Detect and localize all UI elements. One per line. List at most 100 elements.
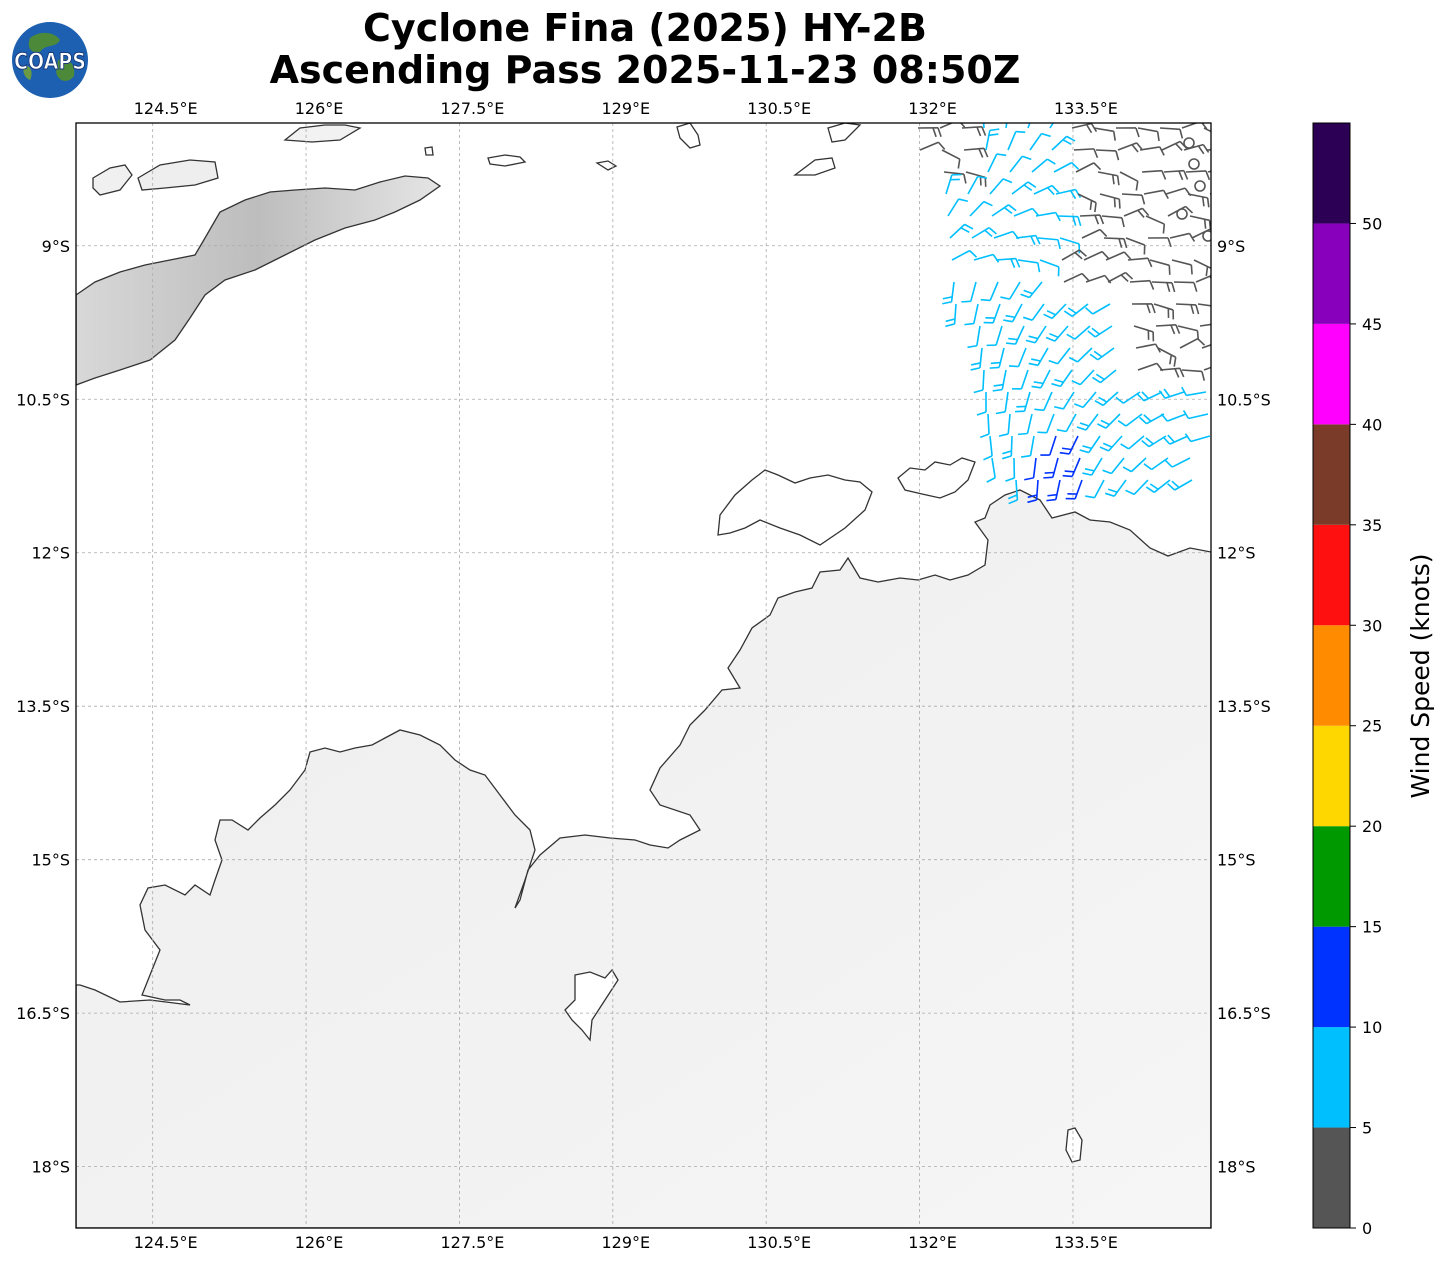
lon-tick-label-bottom: 124.5°E [134, 1233, 198, 1252]
wind-barb [1056, 413, 1077, 433]
wind-barb [1181, 369, 1206, 381]
wind-barb [1162, 434, 1189, 445]
wind-barb [1151, 281, 1176, 293]
island-gulf [564, 968, 619, 1042]
wind-barb [942, 281, 955, 305]
island-north-3 [595, 160, 618, 171]
wind-barb [1181, 123, 1208, 130]
wind-barb [1143, 457, 1169, 471]
wind-barb [1008, 347, 1027, 368]
wind-barb [1071, 369, 1095, 386]
wind-barb [973, 253, 1000, 263]
wind-barb [989, 347, 1005, 369]
lon-tick-label-top: 132°E [908, 99, 957, 118]
wind-barb [939, 123, 966, 129]
wind-barb [1027, 479, 1039, 504]
lon-tick-label-top: 133.5°E [1054, 99, 1118, 118]
wind-barb [1057, 215, 1082, 227]
wind-barb [1158, 388, 1185, 399]
colorbar-bin [1313, 323, 1350, 425]
wind-barb [989, 178, 1013, 195]
wind-barb [1085, 479, 1105, 499]
wind-barb [1037, 413, 1055, 434]
wind-barb [1199, 322, 1211, 327]
wind-barb [1005, 457, 1016, 482]
wind-barb [1071, 123, 1098, 134]
wind-barb [1031, 369, 1051, 389]
wind-barb [961, 126, 987, 137]
wind-barb [945, 303, 957, 328]
logo-text: COAPS [14, 50, 86, 75]
wind-barb [1025, 325, 1047, 344]
wind-barb [1121, 193, 1146, 205]
wind-barbs [917, 123, 1211, 505]
wind-barb [1209, 188, 1211, 195]
wind-barb [941, 149, 961, 169]
gridlines [76, 123, 1211, 1228]
tick-labels: 124.5°E 124.5°E 126°E 126°E 127.5°E 127.5°E 12… [16, 99, 1271, 1252]
lon-tick-label-bottom: 132°E [908, 1233, 957, 1252]
timor-island [76, 175, 442, 386]
wind-barb [1024, 457, 1037, 481]
wind-barb [943, 171, 967, 184]
title-line-2: Ascending Pass 2025-11-23 08:50Z [269, 48, 1021, 92]
wind-barb [1197, 303, 1211, 308]
lat-tick-label-right: 9°S [1217, 237, 1245, 256]
lat-tick-label-right: 18°S [1217, 1158, 1256, 1177]
wind-barb [987, 153, 1007, 173]
wind-barb [971, 227, 997, 239]
island-north-5 [793, 157, 836, 176]
coaps-logo: COAPS [12, 22, 88, 98]
wind-barb [983, 303, 1001, 324]
wind-barb [1011, 369, 1029, 390]
lat-tick-label-right: 13.5°S [1217, 697, 1271, 716]
wind-barb [1099, 435, 1123, 452]
wind-barb [1183, 143, 1210, 155]
wind-barb [1020, 281, 1043, 299]
wind-barb [967, 175, 988, 195]
wind-barb [1155, 324, 1181, 335]
wind-barb [1033, 184, 1060, 196]
wind-barb [1040, 435, 1057, 456]
wind-barb [1145, 215, 1166, 234]
wind-barb [991, 204, 1017, 217]
wind-barb [1043, 457, 1059, 479]
lat-tick-label-right: 10.5°S [1217, 390, 1271, 409]
wind-barb [1171, 259, 1193, 275]
colorbar-tick-label: 20 [1362, 817, 1382, 836]
wind-barb [1115, 127, 1140, 138]
wind-barb [1102, 457, 1125, 475]
wind-barb [1049, 123, 1062, 129]
wind-barb [1119, 171, 1139, 191]
wind-barb [1125, 479, 1149, 496]
wind-barb [1123, 207, 1150, 218]
wind-barb [1000, 281, 1021, 300]
island-north-4 [676, 123, 701, 149]
calm-wind-marker [1176, 208, 1188, 220]
wetar-island [137, 159, 219, 191]
wind-barb [967, 325, 981, 349]
island-north-7 [424, 146, 434, 156]
wind-barb [1143, 189, 1169, 200]
lat-tick-label-left: 12°S [31, 544, 70, 563]
title-line-1: Cyclone Fina (2025) HY-2B [363, 6, 927, 50]
wind-barb [985, 128, 1000, 151]
wind-barb [1045, 325, 1069, 342]
lat-tick-label-right: 12°S [1217, 544, 1256, 563]
wind-barb [945, 173, 962, 195]
island-north-6 [827, 123, 862, 143]
wind-barb [1075, 162, 1102, 173]
wind-barb [995, 391, 1009, 415]
wind-barb [1125, 237, 1146, 255]
lat-tick-label-left: 18°S [31, 1158, 70, 1177]
map-panel [76, 123, 1211, 1228]
lon-tick-label-bottom: 126°E [295, 1233, 344, 1252]
colorbar-tick-label: 50 [1362, 214, 1382, 233]
wind-barb [1082, 457, 1103, 476]
wind-barb [1083, 250, 1110, 261]
colorbar-bin [1313, 1127, 1350, 1228]
wind-barb [995, 257, 1021, 269]
globe-icon [12, 22, 88, 98]
wind-barb [1097, 171, 1120, 186]
